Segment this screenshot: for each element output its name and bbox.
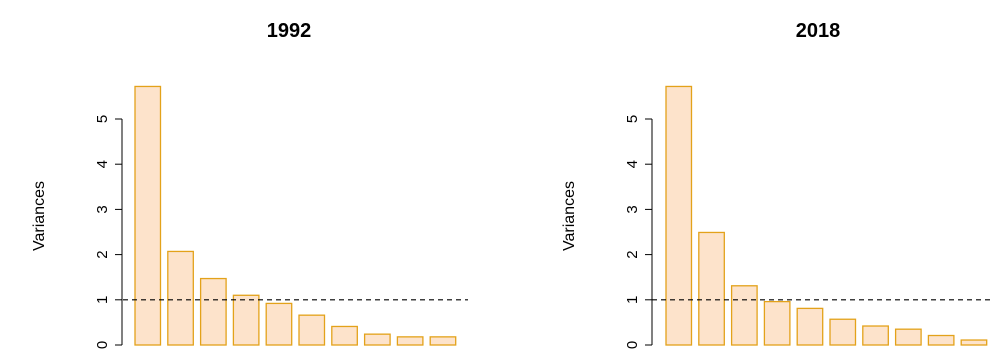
chart-1-y-axis-label: Variances: [31, 181, 48, 251]
chart-1-bar: [266, 303, 292, 345]
chart-1-y-tick-label: 4: [94, 160, 111, 168]
chart-1-y-tick-label: 0: [94, 341, 111, 349]
chart-2-y-tick-label: 5: [624, 115, 641, 123]
chart-1-bar: [332, 326, 358, 345]
chart-2-bar: [928, 336, 954, 345]
chart-2-y-tick-label: 2: [624, 250, 641, 258]
chart-2-y-axis-label: Variances: [561, 181, 578, 251]
chart-1-bar: [430, 337, 456, 345]
chart-1-y-tick-label: 2: [94, 250, 111, 258]
chart-2-y-tick-label: 1: [624, 296, 641, 304]
chart-2-bar: [764, 302, 790, 345]
chart-1-bar: [201, 279, 227, 345]
chart-1-bar: [135, 86, 161, 345]
chart-1-y-tick-label: 1: [94, 296, 111, 304]
chart-1-bar: [397, 337, 423, 345]
chart-2-title: 2018: [796, 20, 841, 42]
chart-2-bar: [666, 86, 692, 345]
chart-2-bar: [863, 326, 889, 345]
chart-1-title: 1992: [267, 20, 312, 42]
chart-1-bar: [233, 295, 259, 345]
chart-2-y-tick-label: 4: [624, 160, 641, 168]
chart-1-y-tick-label: 3: [94, 205, 111, 213]
chart-2-bar: [797, 308, 823, 345]
chart-2-bar: [699, 232, 725, 345]
chart-2-bar: [830, 319, 856, 345]
chart-2-y-tick-label: 0: [624, 341, 641, 349]
chart-1-bar: [299, 315, 325, 345]
chart-2-bar: [732, 286, 758, 345]
chart-2-y-tick-label: 3: [624, 205, 641, 213]
chart-2-bar: [896, 329, 922, 345]
chart-1-y-tick-label: 5: [94, 115, 111, 123]
chart-2-bar: [961, 340, 987, 345]
chart-1-bar: [168, 251, 194, 345]
chart-1-bar: [365, 334, 391, 345]
